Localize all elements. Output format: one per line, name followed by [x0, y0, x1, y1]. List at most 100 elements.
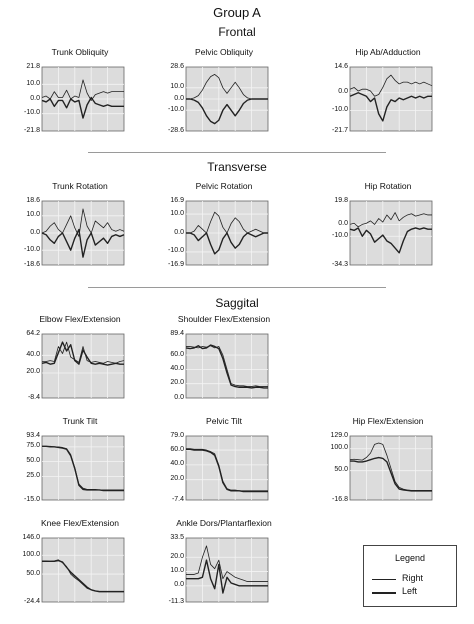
- chart-title: Pelvic Rotation: [195, 181, 253, 191]
- y-tick-label: -10.0: [332, 105, 348, 113]
- series-line-right: [41, 208, 125, 237]
- y-tick-label: 21.8: [26, 62, 40, 70]
- y-tick-label: 50.0: [26, 569, 40, 577]
- series-line-left: [350, 456, 432, 492]
- y-tick-label: 40.0: [170, 364, 184, 372]
- legend-entry-left: Left: [372, 586, 452, 598]
- y-tick-label: -16.8: [332, 495, 348, 503]
- y-tick-label: -10.0: [168, 247, 184, 255]
- y-tick-label: 40.0: [170, 460, 184, 468]
- group-title: Group A: [213, 5, 261, 20]
- section-divider: [88, 152, 386, 153]
- y-tick-label: 89.4: [170, 329, 184, 337]
- chart-panel-hip-flex-extension: Hip Flex/ExtensionExt - Flx129.0100.050.…: [330, 416, 438, 516]
- series-line-left: [41, 341, 124, 366]
- y-tick-label: 93.4: [26, 431, 40, 439]
- chart-title: Elbow Flex/Extension: [39, 314, 121, 324]
- series-line-left: [186, 98, 268, 125]
- series-line-right: [42, 341, 125, 364]
- legend: Legend Right Left: [363, 545, 457, 607]
- y-tick-label: 0.0: [174, 94, 184, 102]
- chart-plot: [41, 537, 125, 603]
- y-tick-label: -28.6: [168, 126, 184, 134]
- chart-panel-pelvic-tilt: Pelvic TiltPos - Ant79.060.040.020.0-7.4: [170, 416, 274, 516]
- y-tick-label: -10.0: [332, 231, 348, 239]
- chart-title: Hip Ab/Adduction: [355, 47, 421, 57]
- y-tick-label: -18.6: [24, 260, 40, 268]
- section-title-transverse: Transverse: [207, 160, 267, 174]
- chart-title: Knee Flex/Extension: [41, 518, 119, 528]
- y-tick-label: 64.2: [26, 329, 40, 337]
- series-line-left: [41, 96, 124, 119]
- series-line-left: [42, 559, 124, 593]
- chart-plot: [349, 200, 433, 266]
- y-tick-label: 60.0: [170, 350, 184, 358]
- chart-panel-trunk-rotation: Trunk RotationExt - Int18.610.00.0-10.0-…: [24, 181, 130, 281]
- y-tick-label: 10.0: [170, 567, 184, 575]
- y-tick-label: 0.0: [174, 581, 184, 589]
- y-tick-label: -8.4: [27, 393, 40, 401]
- plot-background: [349, 66, 433, 132]
- chart-panel-elbow-flex-extension: Elbow Flex/ExtensionExt - Flx64.240.020.…: [26, 314, 130, 414]
- series-line-left: [349, 227, 432, 254]
- section-divider: [88, 287, 386, 288]
- section-title-frontal: Frontal: [218, 25, 256, 39]
- y-tick-label: 10.0: [26, 211, 40, 219]
- chart-plot: [41, 200, 125, 266]
- series-line-left: [41, 228, 125, 258]
- chart-title: Trunk Tilt: [62, 416, 98, 426]
- legend-swatch-right: [372, 579, 396, 580]
- chart-plot: [41, 66, 125, 132]
- plot-background: [349, 200, 433, 266]
- y-tick-label: -7.4: [171, 495, 184, 503]
- y-tick-label: 20.0: [170, 552, 184, 560]
- plot-background: [185, 435, 269, 501]
- y-tick-label: -34.3: [332, 260, 348, 268]
- chart-plot: [185, 333, 269, 399]
- plot-background: [185, 537, 269, 603]
- series-line-left: [42, 445, 124, 492]
- y-tick-label: -10.0: [24, 245, 40, 253]
- chart-plot: [185, 66, 269, 132]
- chart-plot: [349, 66, 433, 132]
- chart-title: Hip Rotation: [364, 181, 412, 191]
- chart-plot: [349, 435, 433, 501]
- y-tick-label: 10.0: [170, 83, 184, 91]
- y-tick-label: 20.0: [170, 475, 184, 483]
- y-tick-label: 20.0: [170, 379, 184, 387]
- chart-plot: [185, 435, 269, 501]
- chart-title: Shoulder Flex/Extension: [177, 314, 271, 324]
- y-tick-label: 0.0: [174, 228, 184, 236]
- y-tick-label: -21.7: [332, 126, 348, 134]
- y-tick-label: -24.4: [24, 597, 40, 605]
- series-line-right: [349, 212, 432, 228]
- series-line-left: [186, 232, 268, 255]
- y-tick-label: -11.3: [168, 597, 184, 605]
- series-line-left: [185, 344, 268, 389]
- y-tick-label: 100.0: [22, 550, 40, 558]
- y-tick-label: 100.0: [330, 444, 348, 452]
- y-tick-label: 20.0: [26, 368, 40, 376]
- series-line-right: [186, 545, 268, 582]
- y-tick-label: 28.6: [170, 62, 184, 70]
- y-tick-label: 0.0: [174, 393, 184, 401]
- y-tick-label: -10.0: [168, 105, 184, 113]
- chart-panel-ankle-dors-plantarflexion: Ankle Dors/PlantarflexionPla - Dor33.520…: [169, 518, 274, 618]
- y-tick-label: 0.0: [30, 94, 40, 102]
- y-tick-label: 18.6: [26, 196, 40, 204]
- y-tick-label: 14.6: [334, 62, 348, 70]
- chart-plot: [185, 200, 269, 266]
- y-tick-label: 40.0: [26, 350, 40, 358]
- legend-label-right: Right: [402, 573, 424, 583]
- chart-plot: [41, 333, 125, 399]
- legend-entry-right: Right: [372, 573, 452, 585]
- y-tick-label: -15.0: [24, 495, 40, 503]
- chart-title: Ankle Dors/Plantarflexion: [176, 518, 272, 528]
- series-line-right: [349, 74, 433, 97]
- y-tick-label: 10.0: [26, 79, 40, 87]
- legend-title: Legend: [394, 553, 426, 563]
- chart-title: Pelvic Obliquity: [194, 47, 254, 57]
- chart-panel-pelvic-obliquity: Pelvic ObliquityDown - Up28.610.00.0-10.…: [168, 47, 274, 147]
- y-tick-label: 60.0: [170, 445, 184, 453]
- y-tick-label: 50.0: [334, 466, 348, 474]
